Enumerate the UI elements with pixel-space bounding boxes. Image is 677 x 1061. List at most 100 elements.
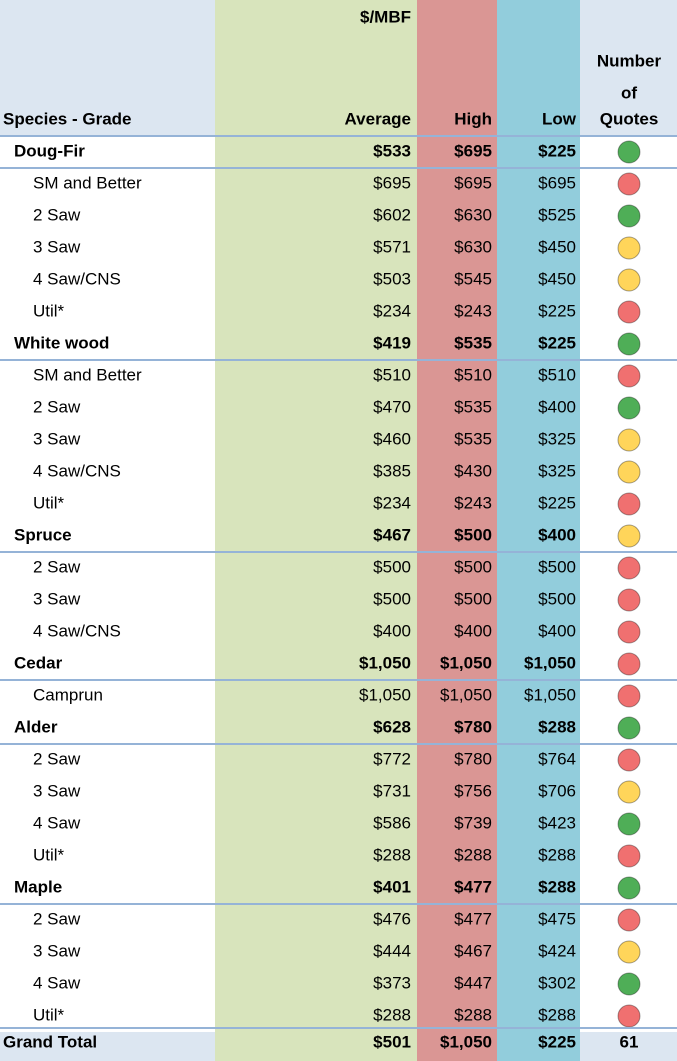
group-row-bg: [0, 137, 215, 168]
high-cell: $695: [454, 141, 492, 160]
low-cell: $475: [538, 909, 576, 928]
low-cell: $225: [538, 141, 576, 160]
group-label: Spruce: [14, 525, 72, 544]
grade-label: SM and Better: [33, 365, 142, 384]
average-cell: $467: [373, 525, 411, 544]
average-cell: $444: [373, 941, 411, 960]
average-cell: $533: [373, 141, 411, 160]
total-bg: [0, 1032, 215, 1061]
grade-label: 3 Saw: [33, 781, 81, 800]
high-cell: $447: [454, 973, 492, 992]
average-cell: $288: [373, 845, 411, 864]
average-cell: $400: [373, 621, 411, 640]
high-cell: $400: [454, 621, 492, 640]
high-cell: $780: [454, 749, 492, 768]
high-cell: $500: [454, 589, 492, 608]
low-cell: $510: [538, 365, 576, 384]
low-cell: $695: [538, 173, 576, 192]
status-indicator: [617, 332, 641, 356]
high-cell: $630: [454, 205, 492, 224]
status-indicator: [617, 652, 641, 676]
average-cell: $1,050: [359, 685, 411, 704]
total-average: $501: [373, 1032, 411, 1051]
status-indicator: [617, 236, 641, 260]
status-indicator: [617, 460, 641, 484]
status-indicator: [617, 780, 641, 804]
low-cell: $1,050: [524, 685, 576, 704]
average-cell: $503: [373, 269, 411, 288]
average-cell: $731: [373, 781, 411, 800]
status-indicator: [617, 972, 641, 996]
average-cell: $510: [373, 365, 411, 384]
total-label: Grand Total: [3, 1032, 97, 1051]
high-cell: $477: [454, 909, 492, 928]
grade-label: 3 Saw: [33, 941, 81, 960]
status-indicator: [617, 300, 641, 324]
high-cell: $630: [454, 237, 492, 256]
status-indicator: [617, 588, 641, 612]
column-header: High: [454, 109, 492, 128]
high-cell: $500: [454, 557, 492, 576]
status-indicator: [617, 684, 641, 708]
status-indicator: [617, 1004, 641, 1028]
high-column: [417, 0, 497, 1061]
status-indicator: [617, 524, 641, 548]
grade-label: 2 Saw: [33, 205, 81, 224]
status-indicator: [617, 364, 641, 388]
high-cell: $1,050: [440, 653, 492, 672]
status-indicator: [617, 876, 641, 900]
total-bg: [580, 1032, 677, 1061]
low-cell: $764: [538, 749, 576, 768]
average-cell: $288: [373, 1005, 411, 1024]
high-cell: $510: [454, 365, 492, 384]
low-cell: $288: [538, 877, 576, 896]
column-header: Low: [542, 109, 577, 128]
grade-label: SM and Better: [33, 173, 142, 192]
average-cell: $500: [373, 589, 411, 608]
low-cell: $225: [538, 493, 576, 512]
low-cell: $225: [538, 333, 576, 352]
status-indicator: [617, 204, 641, 228]
group-row-bg: [0, 649, 215, 680]
grade-label: Util*: [33, 301, 65, 320]
grade-label: 3 Saw: [33, 429, 81, 448]
grade-label: 2 Saw: [33, 909, 81, 928]
column-header: Average: [345, 109, 411, 128]
average-cell: $1,050: [359, 653, 411, 672]
average-cell: $234: [373, 493, 411, 512]
low-cell: $1,050: [524, 653, 576, 672]
grade-label: 2 Saw: [33, 749, 81, 768]
average-cell: $419: [373, 333, 411, 352]
low-cell: $500: [538, 557, 576, 576]
status-indicator: [617, 268, 641, 292]
quotes-header: Number: [597, 51, 662, 70]
high-cell: $535: [454, 333, 492, 352]
average-column: [215, 0, 417, 1061]
status-indicator: [617, 428, 641, 452]
grade-label: 2 Saw: [33, 557, 81, 576]
group-row-bg: [0, 713, 215, 744]
high-cell: $780: [454, 717, 492, 736]
status-indicator: [617, 492, 641, 516]
high-cell: $477: [454, 877, 492, 896]
average-cell: $234: [373, 301, 411, 320]
column-header: Species - Grade: [3, 109, 132, 128]
low-cell: $225: [538, 301, 576, 320]
low-cell: $424: [538, 941, 576, 960]
high-cell: $288: [454, 845, 492, 864]
group-row-bg: [0, 873, 215, 904]
average-cell: $460: [373, 429, 411, 448]
low-cell: $288: [538, 845, 576, 864]
low-cell: $302: [538, 973, 576, 992]
high-cell: $1,050: [440, 685, 492, 704]
total-high: $1,050: [440, 1032, 492, 1051]
high-cell: $756: [454, 781, 492, 800]
group-label: Alder: [14, 717, 58, 736]
low-cell: $400: [538, 397, 576, 416]
low-cell: $288: [538, 1005, 576, 1024]
low-cell: $525: [538, 205, 576, 224]
high-cell: $500: [454, 525, 492, 544]
grade-label: 4 Saw: [33, 973, 81, 992]
average-cell: $385: [373, 461, 411, 480]
